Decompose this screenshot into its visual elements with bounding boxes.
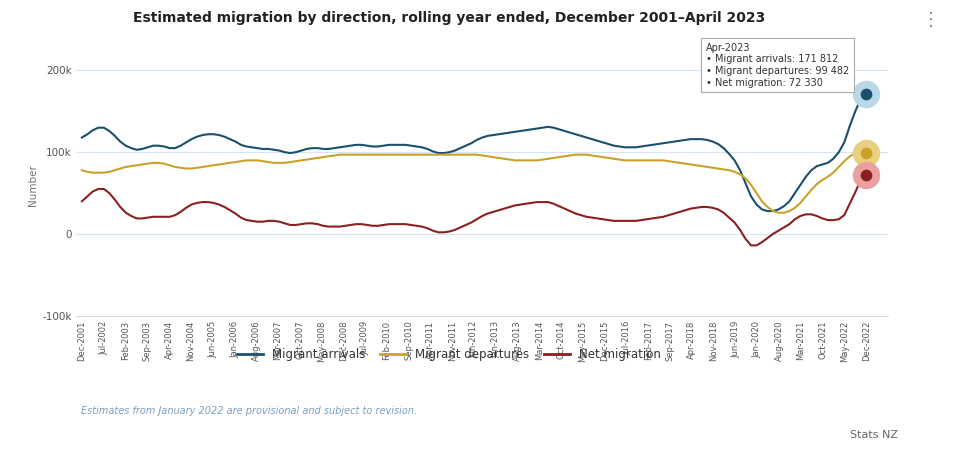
Text: Estimates from January 2022 are provisional and subject to revision.: Estimates from January 2022 are provisio… [81,406,417,416]
Point [859,171,874,179]
Text: Stats NZ: Stats NZ [850,430,898,440]
Text: Apr-2023
• Migrant arrivals: 171 812
• Migrant departures: 99 482
• Net migratio: Apr-2023 • Migrant arrivals: 171 812 • M… [706,43,849,87]
Y-axis label: Number: Number [28,164,38,206]
Text: Estimated migration by direction, rolling year ended, December 2001–April 2023: Estimated migration by direction, rollin… [133,11,765,25]
Point [859,149,874,156]
Point [859,171,874,179]
Point [859,90,874,97]
Point [859,90,874,97]
Text: ⋮: ⋮ [923,11,940,29]
Legend: Migrant arrivals, Migrant departures, Net migration: Migrant arrivals, Migrant departures, Ne… [232,344,666,366]
Point [859,149,874,156]
